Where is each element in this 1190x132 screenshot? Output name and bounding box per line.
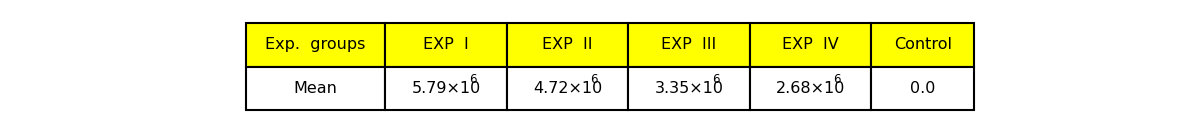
Bar bbox=[386, 67, 507, 110]
Text: Exp.  groups: Exp. groups bbox=[265, 37, 365, 52]
Text: 6: 6 bbox=[469, 73, 476, 86]
Bar bbox=[507, 23, 628, 67]
Text: 0.0: 0.0 bbox=[910, 81, 935, 96]
Text: 5.79×10: 5.79×10 bbox=[412, 81, 481, 96]
Text: Control: Control bbox=[894, 37, 952, 52]
Bar bbox=[750, 67, 871, 110]
Text: 3.35×10: 3.35×10 bbox=[654, 81, 724, 96]
Bar bbox=[750, 23, 871, 67]
Text: 6: 6 bbox=[833, 73, 841, 86]
Text: 4.72×10: 4.72×10 bbox=[533, 81, 602, 96]
Bar bbox=[386, 23, 507, 67]
Bar bbox=[871, 23, 975, 67]
Bar bbox=[871, 67, 975, 110]
Text: EXP  IV: EXP IV bbox=[782, 37, 839, 52]
Text: EXP  II: EXP II bbox=[543, 37, 593, 52]
Bar bbox=[628, 23, 750, 67]
Bar bbox=[245, 23, 386, 67]
Bar bbox=[507, 67, 628, 110]
Text: 6: 6 bbox=[590, 73, 599, 86]
Bar bbox=[628, 67, 750, 110]
Text: EXP  I: EXP I bbox=[424, 37, 469, 52]
Bar bbox=[245, 67, 386, 110]
Text: 2.68×10: 2.68×10 bbox=[776, 81, 845, 96]
Text: Mean: Mean bbox=[294, 81, 338, 96]
Text: 6: 6 bbox=[712, 73, 720, 86]
Text: EXP  III: EXP III bbox=[662, 37, 716, 52]
